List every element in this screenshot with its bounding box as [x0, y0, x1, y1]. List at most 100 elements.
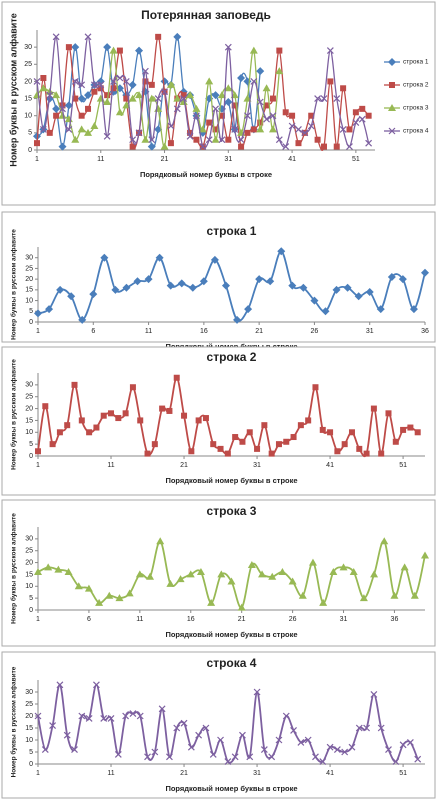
marker	[210, 441, 217, 448]
marker	[254, 445, 261, 452]
marker	[77, 125, 86, 133]
marker	[100, 714, 108, 722]
marker	[64, 568, 73, 576]
marker	[377, 724, 385, 732]
marker	[288, 577, 297, 585]
marker	[144, 450, 151, 457]
marker	[33, 78, 41, 85]
x-tick-label: 1	[35, 156, 39, 163]
marker	[387, 273, 396, 281]
marker	[115, 108, 124, 116]
x-axis-label: Порядковый номер буквы в строке	[165, 342, 297, 351]
marker	[269, 112, 277, 120]
marker	[58, 111, 67, 119]
marker	[326, 743, 334, 751]
y-tick-label: 30	[25, 689, 33, 696]
marker	[95, 598, 104, 606]
marker	[400, 563, 409, 571]
marker	[186, 132, 194, 140]
marker	[39, 84, 48, 92]
marker	[269, 95, 276, 102]
marker	[385, 410, 392, 417]
marker	[304, 736, 312, 744]
marker	[249, 46, 258, 54]
marker	[133, 277, 142, 286]
marker	[64, 422, 71, 429]
legend-label: строка 4	[403, 128, 429, 135]
marker	[320, 143, 327, 150]
marker	[173, 724, 181, 732]
marker	[295, 126, 302, 133]
marker	[398, 275, 407, 284]
x-tick-label: 31	[366, 328, 374, 335]
marker	[253, 688, 261, 696]
marker	[209, 750, 217, 758]
legend-label: строка 1	[403, 59, 429, 66]
marker	[103, 98, 112, 105]
marker	[244, 112, 251, 120]
marker	[365, 288, 374, 296]
marker	[356, 445, 363, 452]
marker	[352, 109, 359, 116]
marker	[166, 579, 175, 587]
marker	[370, 570, 379, 578]
marker	[45, 305, 54, 314]
marker	[135, 91, 144, 99]
marker	[156, 537, 165, 545]
marker	[56, 285, 65, 294]
marker	[212, 126, 219, 133]
marker	[283, 438, 290, 445]
y-tick-label: 25	[24, 61, 32, 68]
marker	[71, 78, 79, 85]
marker	[78, 417, 85, 424]
marker	[166, 80, 175, 88]
marker	[217, 736, 224, 744]
marker	[295, 140, 302, 147]
marker	[166, 753, 173, 761]
marker	[122, 78, 130, 85]
marker	[414, 429, 421, 436]
marker	[173, 32, 182, 41]
marker	[84, 33, 92, 41]
marker	[195, 731, 203, 739]
x-tick-label: 16	[200, 328, 208, 335]
x-tick-label: 1	[36, 328, 40, 335]
marker	[333, 143, 340, 150]
marker	[246, 753, 254, 761]
chart-title: Потерянная заповедь	[141, 8, 271, 22]
x-axis-label: Порядковый номер буквы в строке	[165, 476, 297, 485]
marker	[54, 565, 63, 573]
y-tick-label: 0	[29, 761, 33, 768]
y-tick-label: 10	[25, 297, 33, 304]
x-tick-label: 31	[253, 462, 261, 469]
marker	[109, 46, 118, 54]
marker	[232, 434, 239, 441]
marker	[34, 712, 42, 720]
marker	[224, 758, 232, 766]
marker	[122, 101, 131, 109]
marker	[334, 448, 341, 455]
x-tick-label: 11	[107, 462, 114, 469]
marker	[238, 143, 245, 150]
y-tick-label: 20	[25, 405, 33, 412]
marker	[275, 67, 284, 75]
marker	[123, 95, 130, 102]
legend-marker	[388, 127, 396, 135]
x-tick-label: 21	[255, 328, 263, 335]
marker	[307, 122, 315, 130]
y-tick-label: 20	[25, 559, 33, 566]
y-tick-label: 25	[25, 548, 33, 555]
marker	[370, 690, 378, 698]
marker	[407, 424, 414, 431]
marker	[187, 743, 195, 751]
marker	[41, 746, 49, 754]
marker	[141, 135, 150, 143]
marker	[354, 292, 363, 301]
marker	[78, 712, 86, 720]
marker	[146, 572, 155, 580]
marker	[91, 88, 98, 95]
x-axis-label: Порядковый номер буквы в строке	[165, 630, 297, 639]
marker	[71, 43, 80, 52]
marker	[246, 429, 253, 436]
